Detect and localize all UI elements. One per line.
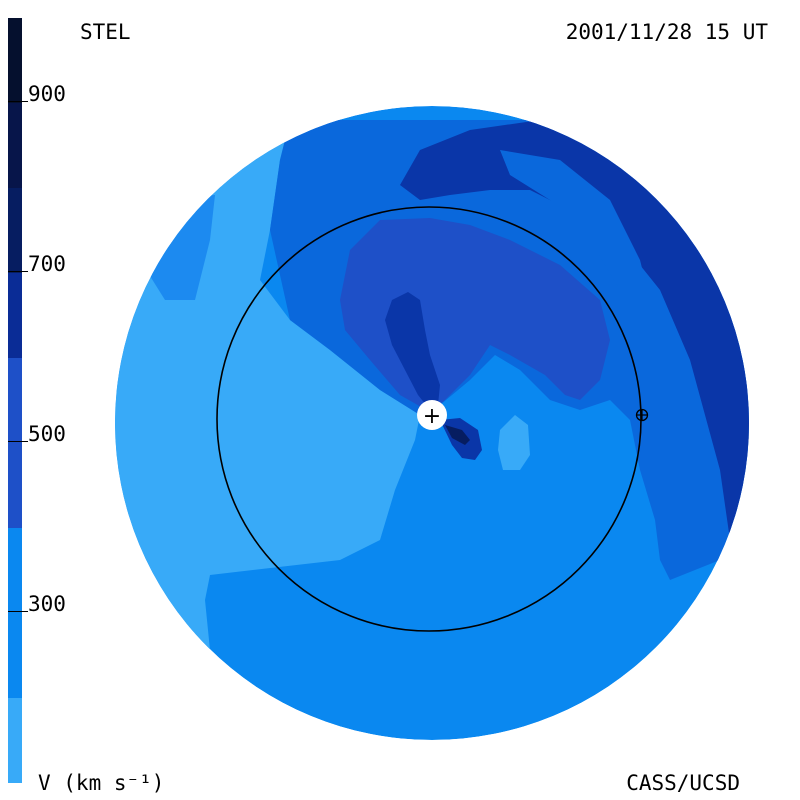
- colorbar-label-300: 300: [28, 592, 66, 616]
- colorbar-tick: [8, 441, 28, 442]
- credit-label: CASS/UCSD: [626, 771, 740, 795]
- colorbar-unit-label: V (km s⁻¹): [38, 771, 165, 795]
- sun-symbol: +: [423, 404, 441, 429]
- panel-title-left: STEL: [80, 20, 131, 44]
- medium-wind-band-east-inner: [500, 150, 650, 330]
- color-scale-segment: [8, 698, 22, 783]
- earth-icon: [635, 408, 649, 422]
- colorbar-tick: [8, 271, 28, 272]
- colorbar-tick: [8, 611, 28, 612]
- colorbar-label-700: 700: [28, 252, 66, 276]
- color-scale-segment: [8, 18, 22, 103]
- color-scale-segment: [8, 358, 22, 528]
- fast-wind-core-south: [445, 425, 470, 445]
- colorbar-tick: [8, 101, 28, 102]
- slow-wind-region-east-patch: [498, 415, 530, 470]
- color-scale-segment: [8, 188, 22, 273]
- color-scale-segment: [8, 103, 22, 188]
- sun-marker: [417, 400, 447, 430]
- colorbar-label-500: 500: [28, 422, 66, 446]
- color-scale-bar: [8, 18, 22, 783]
- colorbar-label-900: 900: [28, 82, 66, 106]
- panel-timestamp: 2001/11/28 15 UT: [565, 20, 768, 44]
- fast-wind-stream-north: [385, 292, 440, 410]
- earth-orbit-circle: [216, 206, 642, 632]
- dark-wind-band-east: [400, 120, 749, 540]
- color-scale-segment: [8, 273, 22, 358]
- color-scale-segment: [8, 528, 22, 698]
